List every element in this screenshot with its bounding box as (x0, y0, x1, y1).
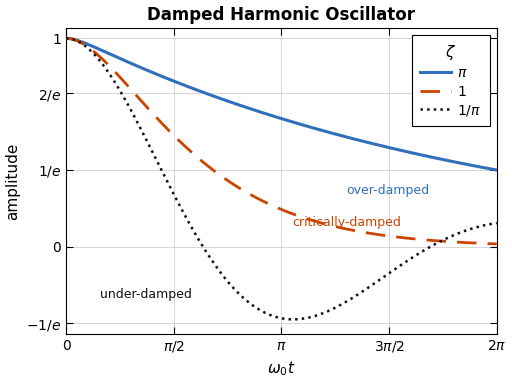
1 (112, 70, 118, 74)
$1/\pi$ (439, 238, 445, 243)
1 (485, 241, 492, 246)
$1/\pi$ (112, 80, 118, 85)
$\pi$ (63, 36, 69, 41)
Title: Damped Harmonic Oscillator: Damped Harmonic Oscillator (147, 5, 415, 23)
1 (494, 242, 500, 246)
$\pi$ (138, 65, 144, 70)
Line: 1: 1 (66, 38, 497, 244)
$\pi$ (494, 168, 500, 172)
Text: critically-damped: critically-damped (292, 216, 401, 229)
Legend: $\pi$, 1, $1/\pi$: $\pi$, 1, $1/\pi$ (412, 35, 490, 126)
$\pi$ (247, 106, 253, 111)
1 (228, 180, 234, 185)
$\pi$ (112, 54, 118, 59)
$1/\pi$ (485, 222, 492, 227)
Text: under-damped: under-damped (100, 288, 192, 301)
1 (63, 36, 69, 41)
1 (138, 98, 144, 103)
$1/\pi$ (228, 283, 234, 288)
$1/\pi$ (494, 221, 500, 225)
$\pi$ (228, 100, 234, 104)
$\pi$ (485, 166, 492, 171)
Line: $1/\pi$: $1/\pi$ (66, 38, 497, 319)
$\pi$ (439, 157, 445, 162)
X-axis label: $\omega_0 t$: $\omega_0 t$ (267, 360, 295, 379)
$1/\pi$ (63, 36, 69, 41)
Text: over-damped: over-damped (347, 184, 430, 197)
Y-axis label: amplitude: amplitude (6, 142, 20, 220)
1 (439, 239, 445, 243)
1 (247, 192, 253, 197)
$1/\pi$ (247, 301, 253, 306)
$1/\pi$ (138, 126, 144, 131)
Line: $\pi$: $\pi$ (66, 38, 497, 170)
$1/\pi$ (290, 317, 296, 322)
